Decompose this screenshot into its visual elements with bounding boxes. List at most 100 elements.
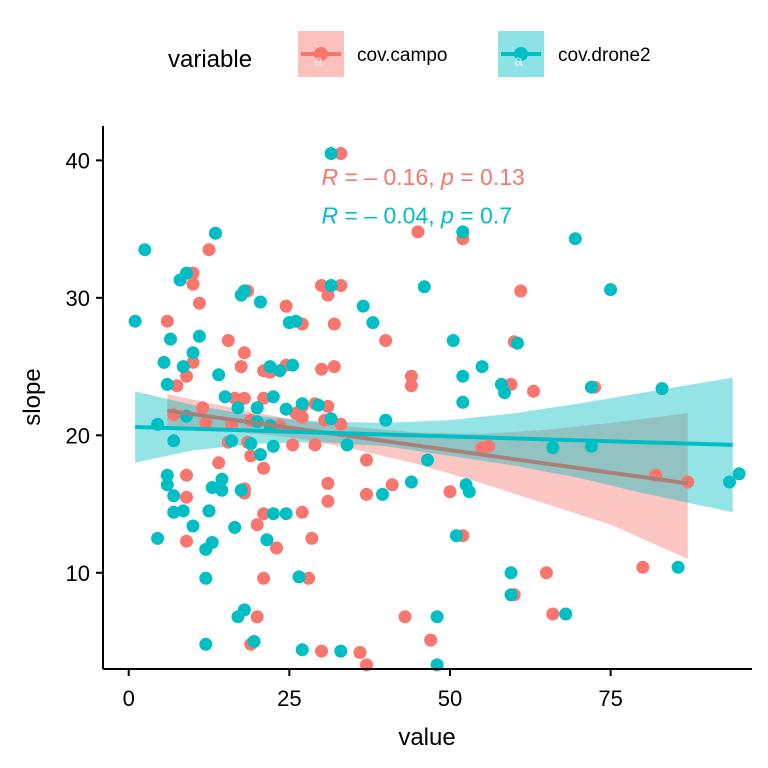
legend-item-cov-drone2: a cov.drone2: [498, 31, 651, 77]
x-tick-label: 0: [123, 686, 135, 711]
correlation-label-cov-drone2: R = – 0.04, p = 0.7: [321, 203, 512, 229]
point-cov-campo: [321, 494, 335, 508]
point-cov-drone2: [228, 520, 242, 534]
regression-lines: [135, 408, 733, 486]
point-cov-drone2: [167, 489, 181, 503]
point-cov-drone2: [199, 571, 213, 585]
legend-glyph-cov-drone2: a: [514, 53, 523, 70]
point-cov-drone2: [295, 643, 309, 657]
regression-line-cov-drone2: [135, 425, 733, 447]
legend-title: variable: [168, 46, 252, 73]
point-cov-campo: [315, 362, 328, 376]
point-cov-drone2: [218, 390, 232, 404]
point-cov-campo: [334, 147, 348, 160]
point-cov-drone2: [260, 533, 274, 547]
point-cov-campo: [636, 560, 650, 574]
point-cov-campo: [404, 379, 418, 393]
point-cov-campo: [295, 410, 309, 424]
y-tick-label: 30: [66, 286, 90, 311]
point-cov-drone2: [732, 467, 746, 481]
correlation-r-symbol: R: [321, 203, 338, 229]
point-cov-campo: [257, 571, 271, 585]
point-cov-campo: [286, 438, 300, 452]
legend-point-cov-drone2: [514, 47, 528, 61]
point-cov-campo: [379, 334, 393, 347]
y-axis-ticks: 10 20 30 40: [66, 148, 103, 586]
point-cov-drone2: [199, 542, 213, 556]
point-cov-drone2: [356, 299, 370, 313]
x-tick-label: 25: [277, 686, 301, 711]
point-cov-drone2: [559, 607, 573, 621]
point-cov-campo: [527, 384, 540, 398]
point-cov-drone2: [671, 560, 685, 574]
point-cov-campo: [315, 644, 328, 658]
point-cov-campo: [385, 478, 399, 492]
point-cov-campo: [360, 487, 373, 501]
point-cov-campo: [237, 346, 251, 360]
point-cov-drone2: [546, 441, 560, 455]
point-cov-campo: [334, 279, 348, 292]
point-cov-drone2: [199, 637, 213, 651]
point-cov-drone2: [167, 434, 181, 448]
legend-glyph-cov-campo: a: [314, 53, 323, 70]
point-cov-drone2: [376, 487, 389, 501]
point-cov-campo: [443, 485, 457, 499]
legend-point-cov-campo: [314, 47, 328, 61]
point-cov-campo: [180, 468, 193, 482]
point-cov-drone2: [250, 401, 264, 415]
point-cov-drone2: [417, 280, 431, 294]
point-cov-campo: [257, 391, 271, 405]
point-cov-drone2: [160, 468, 174, 482]
correlation-annotations: R = – 0.16, p = 0.13 R = – 0.04, p = 0.7: [321, 164, 524, 228]
point-cov-drone2: [404, 475, 418, 489]
point-cov-drone2: [498, 386, 512, 400]
point-cov-drone2: [292, 570, 306, 584]
point-cov-drone2: [266, 439, 280, 453]
y-tick-label: 10: [66, 561, 90, 586]
point-cov-campo: [321, 399, 335, 413]
y-tick-label: 40: [66, 148, 90, 173]
point-cov-campo: [295, 505, 309, 519]
point-cov-campo: [212, 456, 226, 470]
confidence-band-cov-campo: [167, 394, 688, 560]
point-cov-drone2: [568, 232, 582, 246]
point-cov-campo: [244, 449, 258, 463]
point-cov-campo: [308, 438, 322, 452]
point-cov-drone2: [475, 360, 489, 374]
point-cov-drone2: [430, 610, 444, 624]
point-cov-drone2: [173, 273, 187, 287]
point-cov-campo: [315, 279, 328, 292]
x-tick-label: 75: [598, 686, 622, 711]
correlation-label-cov-campo: R = – 0.16, p = 0.13: [321, 164, 524, 190]
point-cov-drone2: [584, 380, 598, 394]
point-cov-campo: [334, 417, 348, 431]
point-cov-campo: [237, 391, 251, 405]
correlation-r-symbol: R: [321, 164, 338, 190]
y-tick-label: 20: [66, 423, 90, 448]
point-cov-campo: [302, 571, 316, 585]
legend-label-cov-campo: cov.campo: [357, 45, 447, 66]
point-cov-drone2: [324, 279, 338, 292]
correlation-p-value: = 0.13: [454, 164, 525, 190]
point-cov-campo: [199, 416, 213, 430]
point-cov-drone2: [186, 519, 200, 533]
legend: variable a cov.campo a cov.drone2: [168, 31, 651, 77]
x-axis-ticks: 0 25 50 75: [123, 669, 623, 711]
legend-item-cov-campo: a cov.campo: [298, 31, 447, 77]
point-cov-campo: [327, 317, 341, 331]
point-cov-drone2: [176, 360, 190, 374]
point-cov-campo: [279, 299, 293, 313]
point-cov-campo: [180, 490, 193, 504]
point-cov-drone2: [215, 472, 229, 486]
point-cov-drone2: [167, 505, 181, 519]
point-cov-campo: [160, 314, 174, 328]
point-cov-drone2: [511, 336, 524, 350]
point-cov-campo: [250, 610, 264, 624]
point-cov-drone2: [655, 382, 669, 396]
point-cov-campo: [539, 566, 553, 580]
point-cov-drone2: [273, 364, 287, 378]
point-cov-campo: [404, 369, 418, 383]
point-cov-drone2: [421, 453, 434, 467]
point-cov-drone2: [289, 314, 303, 328]
point-cov-drone2: [449, 529, 463, 543]
